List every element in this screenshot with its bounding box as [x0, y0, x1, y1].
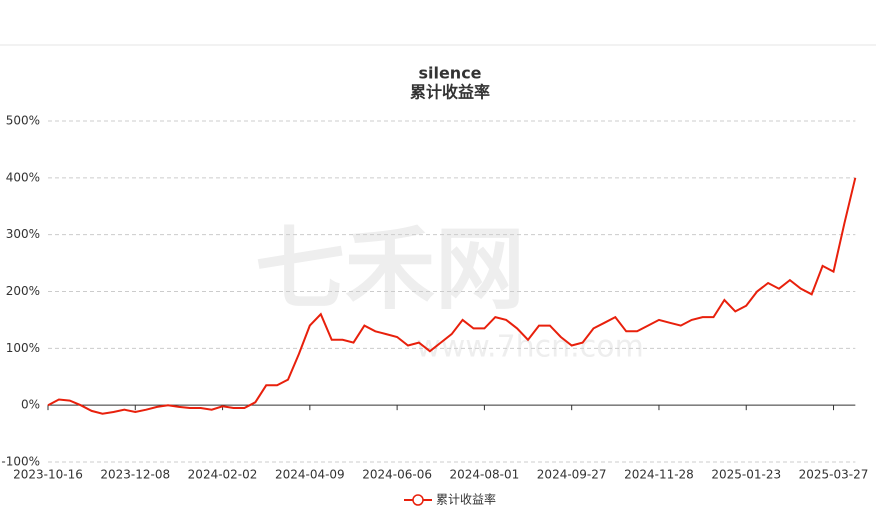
x-tick-label: 2023-12-08 — [100, 468, 170, 482]
x-tick-label: 2023-10-16 — [13, 468, 83, 482]
x-tick-label: 2024-02-02 — [188, 468, 258, 482]
y-tick-label: 100% — [6, 341, 40, 355]
chart-title: silence — [418, 64, 481, 83]
legend-label: 累计收益率 — [436, 492, 496, 507]
y-tick-label: 400% — [6, 170, 40, 184]
y-tick-label: 500% — [6, 114, 40, 128]
x-tick-label: 2024-08-01 — [450, 468, 520, 482]
x-tick-label: 2025-01-23 — [711, 468, 781, 482]
x-tick-label: 2024-09-27 — [537, 468, 607, 482]
chart-subtitle: 累计收益率 — [410, 83, 490, 102]
legend-marker — [412, 494, 424, 506]
y-tick-label: 0% — [21, 398, 40, 412]
y-tick-label: 300% — [6, 227, 40, 241]
x-tick-label: 2024-04-09 — [275, 468, 345, 482]
x-tick-label: 2025-03-27 — [799, 468, 869, 482]
y-tick-label: 200% — [6, 284, 40, 298]
watermark-url: www.7hcn.com — [416, 330, 644, 365]
watermark: 七禾网 — [255, 217, 525, 322]
x-tick-label: 2024-11-28 — [624, 468, 694, 482]
line — [47, 177, 857, 415]
x-tick-label: 2024-06-06 — [362, 468, 432, 482]
y-tick-label: -100% — [1, 455, 40, 469]
